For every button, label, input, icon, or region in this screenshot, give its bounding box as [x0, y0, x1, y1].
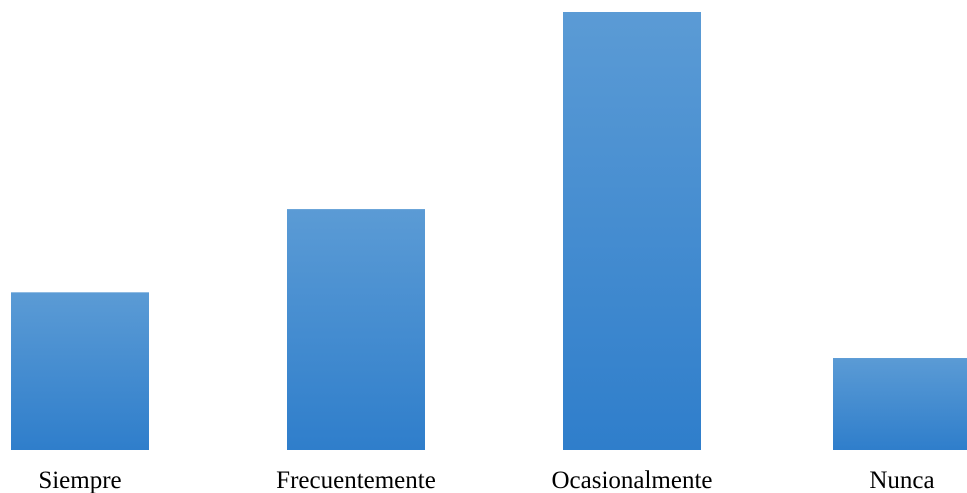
category-label-nunca: Nunca [869, 467, 934, 493]
bar-ocasionalmente [563, 12, 701, 450]
category-label-ocasionalmente: Ocasionalmente [551, 467, 712, 493]
category-label-frecuentemente: Frecuentemente [276, 467, 436, 493]
category-labels: Siempre Frecuentemente Ocasionalmente Nu… [38, 467, 934, 493]
bar-nunca [833, 358, 967, 450]
bar-siempre [11, 292, 149, 450]
bars-group [11, 12, 967, 450]
category-label-siempre: Siempre [38, 467, 121, 493]
bar-frecuentemente [287, 209, 425, 450]
